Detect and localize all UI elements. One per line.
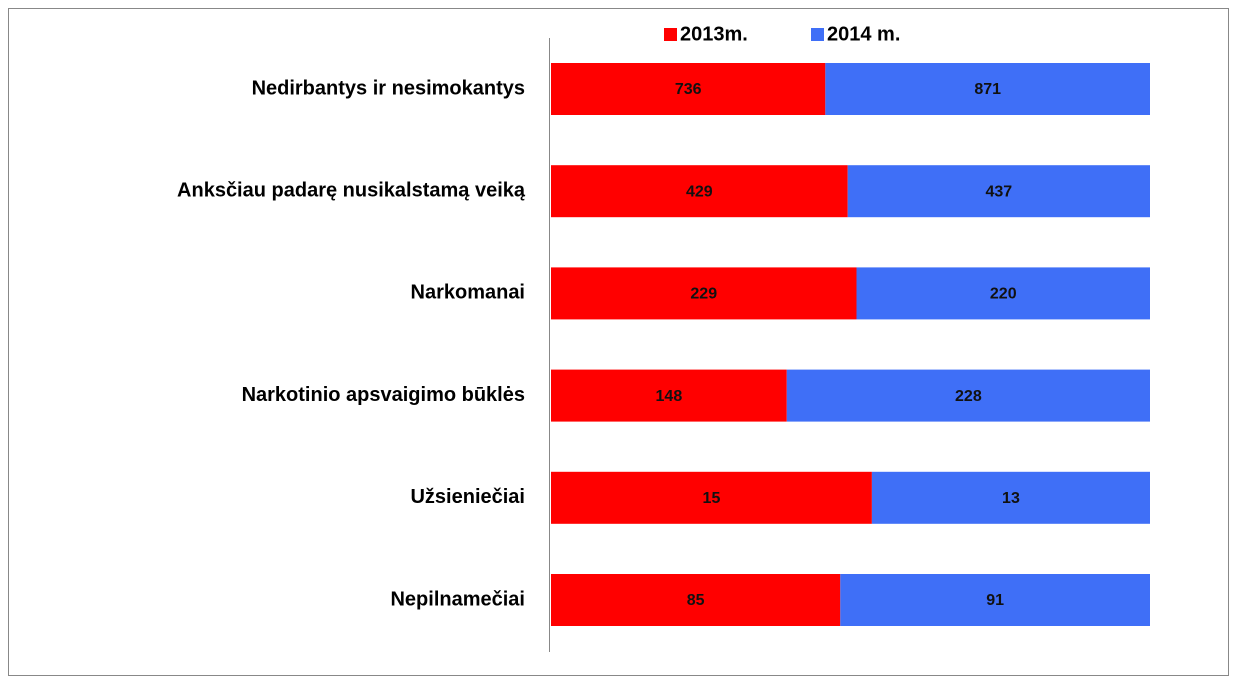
category-label: Užsieniečiai xyxy=(410,486,525,508)
bar-segment xyxy=(825,63,1150,115)
bar-segment xyxy=(871,471,1150,524)
bar-segment xyxy=(551,165,848,218)
category-label: Narkomanai xyxy=(411,282,526,304)
bar-segment xyxy=(847,165,1150,218)
value-label: 429 xyxy=(686,183,713,200)
bar-segment xyxy=(840,574,1150,626)
bar-segment xyxy=(551,63,826,115)
bar-segment xyxy=(551,574,841,626)
value-label: 13 xyxy=(1002,490,1020,507)
category-label: Narkotinio apsvaigimo būklės xyxy=(242,384,525,406)
chart-frame xyxy=(8,8,1229,676)
value-label: 437 xyxy=(986,183,1013,200)
value-label: 220 xyxy=(990,286,1017,303)
value-label: 736 xyxy=(675,81,702,98)
value-label: 228 xyxy=(955,388,982,405)
value-label: 91 xyxy=(986,592,1004,609)
category-label: Anksčiau padarę nusikalstamą veiką xyxy=(177,179,526,201)
value-label: 15 xyxy=(703,490,721,507)
bar-segment xyxy=(856,267,1150,320)
bar-segment xyxy=(551,267,857,320)
bar-segment xyxy=(551,369,787,422)
category-label: Nepilnamečiai xyxy=(390,588,525,610)
value-label: 85 xyxy=(687,592,705,609)
legend-label: 2014 m. xyxy=(827,23,900,45)
value-label: 229 xyxy=(690,286,717,303)
value-label: 148 xyxy=(656,388,683,405)
bar-segment xyxy=(786,369,1150,422)
legend-label: 2013m. xyxy=(680,23,748,45)
legend-swatch xyxy=(664,28,677,41)
bar-segment xyxy=(551,471,872,524)
legend-swatch xyxy=(811,28,824,41)
category-label: Nedirbantys ir nesimokantys xyxy=(252,77,525,99)
value-label: 871 xyxy=(974,81,1001,98)
